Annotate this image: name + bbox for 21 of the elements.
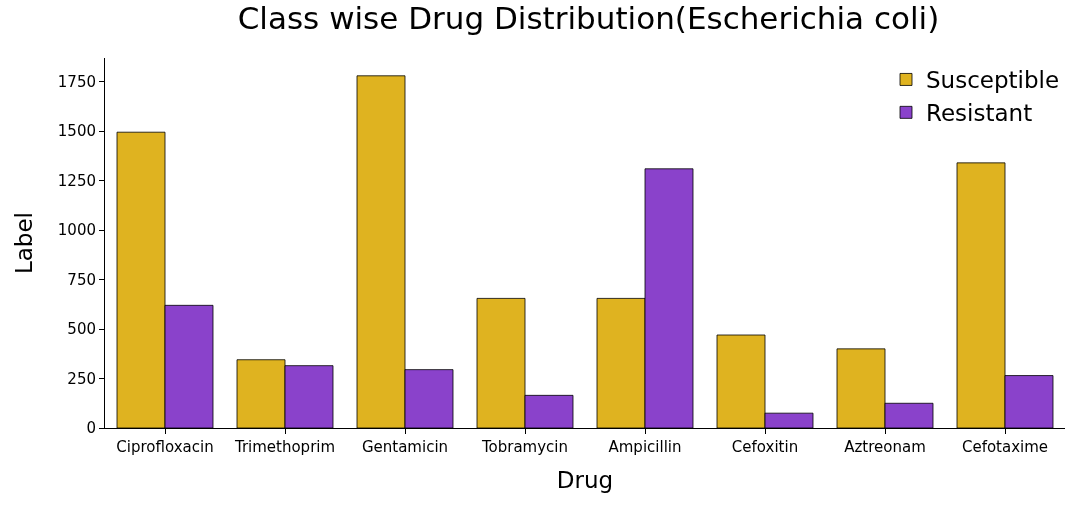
chart-title: Class wise Drug Distribution(Escherichia coli) [237,0,940,37]
x-tick-label: Cefoxitin [731,438,799,456]
y-tick-label: 250 [67,369,96,388]
x-tick-label: Cefotaxime [961,438,1049,456]
y-tick-label: 1000 [57,221,96,240]
y-tick-label: 500 [67,320,96,339]
y-tick-label: 0 [86,419,96,438]
x-tick-label: Aztreonam [844,438,926,456]
y-tick-label: 1750 [57,72,96,91]
x-tick-label: Ampicillin [608,438,682,456]
x-tick-label: Gentamicin [361,438,449,456]
x-tick-label: Tobramycin [480,438,569,456]
y-tick-label: 1500 [57,122,96,141]
legend-label: Resistant [926,100,1033,127]
legend-label: Susceptible [926,67,1060,94]
y-axis-title: Label [11,211,38,275]
y-tick-label: 750 [67,270,96,289]
x-axis-title: Drug [556,466,614,493]
y-tick-label: 1250 [57,171,96,190]
x-tick-label: Trimethoprim [233,438,336,456]
x-tick-label: Ciprofloxacin [116,438,214,456]
